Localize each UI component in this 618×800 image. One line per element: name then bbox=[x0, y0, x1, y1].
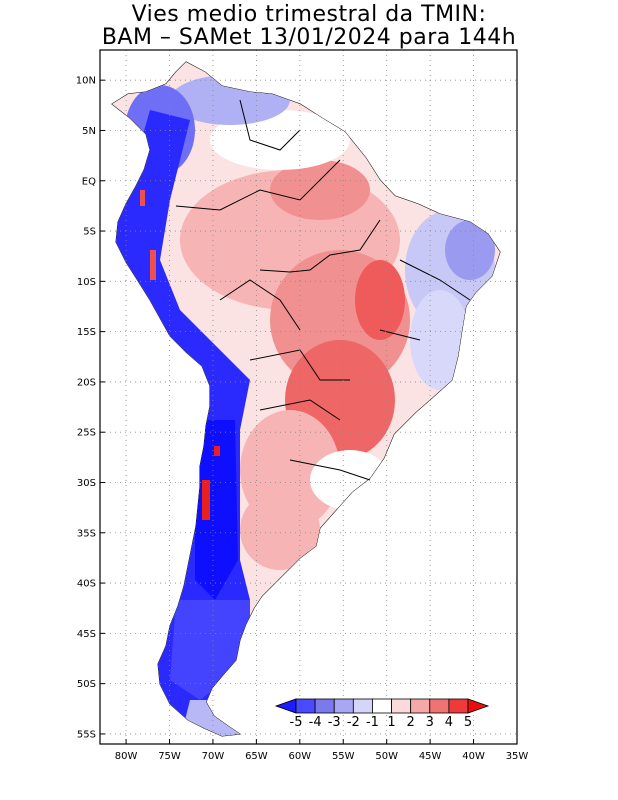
colorbar-level-label: -5 bbox=[290, 715, 303, 730]
colorbar-swatch bbox=[372, 698, 392, 714]
colorbar-level-label: 3 bbox=[426, 715, 434, 730]
lon-tick-label: 60W bbox=[289, 751, 312, 762]
colorbar-swatch bbox=[391, 698, 412, 714]
colorbar-swatch bbox=[429, 698, 450, 714]
colorbar-swatch bbox=[314, 698, 335, 714]
lat-tick-label: 35S bbox=[77, 528, 96, 539]
lat-tick-label: 20S bbox=[77, 377, 96, 388]
lat-tick-label: 55S bbox=[77, 729, 96, 740]
colorbar-level-label: 5 bbox=[464, 715, 472, 730]
lat-tick-label: 50S bbox=[77, 679, 96, 690]
map-title-line1: Vies medio trimestral da TMIN: bbox=[131, 2, 487, 27]
map-title-line2: BAM – SAMet 13/01/2024 para 144h bbox=[101, 25, 517, 50]
lat-tick-label: 5S bbox=[83, 227, 96, 238]
lat-tick-label: 15S bbox=[77, 327, 96, 338]
colorbar-swatch bbox=[352, 698, 373, 714]
lat-tick-label: 30S bbox=[77, 478, 96, 489]
colorbar-swatch bbox=[295, 698, 316, 714]
colorbar-level-label: -2 bbox=[347, 715, 360, 730]
graticule bbox=[100, 50, 517, 744]
colorbar-arrow-right bbox=[467, 698, 490, 714]
lat-tick-label: 10N bbox=[76, 76, 96, 87]
lat-tick-label: 45S bbox=[77, 629, 96, 640]
colorbar: -5 -4 -3 -2 -1 1 2 3 4 5 bbox=[274, 698, 490, 730]
lat-tick-label: 25S bbox=[77, 428, 96, 439]
colorbar-swatch bbox=[333, 698, 354, 714]
lon-tick-label: 65W bbox=[245, 751, 268, 762]
lat-tick-label: 5N bbox=[82, 126, 96, 137]
lon-tick-label: 40W bbox=[462, 751, 485, 762]
lon-axis: 80W 75W 70W 65W 60W 55W 50W 45W 40W 35W bbox=[115, 739, 529, 762]
colorbar-level-label: -1 bbox=[366, 715, 379, 730]
plot-frame bbox=[99, 49, 518, 745]
lon-tick-label: 80W bbox=[115, 751, 138, 762]
colorbar-swatch bbox=[448, 698, 469, 714]
colorbar-level-label: 1 bbox=[387, 715, 395, 730]
lon-tick-label: 50W bbox=[375, 751, 398, 762]
bias-shading bbox=[112, 62, 500, 736]
colorbar-arrow-left bbox=[274, 698, 297, 714]
lon-tick-label: 35W bbox=[506, 751, 529, 762]
lat-tick-label: EQ bbox=[82, 176, 96, 187]
lat-tick-label: 10S bbox=[77, 277, 96, 288]
lon-tick-label: 45W bbox=[419, 751, 442, 762]
lat-axis: 10N 5N EQ 5S 10S 15S 20S 25S 30S 35S 40S 45S 50S 55S bbox=[76, 76, 105, 740]
lon-tick-label: 55W bbox=[332, 751, 355, 762]
colorbar-level-label: 4 bbox=[445, 715, 453, 730]
lat-tick-label: 40S bbox=[77, 579, 96, 590]
colorbar-level-label: -4 bbox=[309, 715, 322, 730]
country-borders bbox=[175, 99, 471, 481]
colorbar-level-label: -3 bbox=[328, 715, 341, 730]
colorbar-level-label: 2 bbox=[407, 715, 415, 730]
colorbar-swatch bbox=[410, 698, 431, 714]
lon-tick-label: 70W bbox=[202, 751, 225, 762]
lon-tick-label: 75W bbox=[158, 751, 181, 762]
